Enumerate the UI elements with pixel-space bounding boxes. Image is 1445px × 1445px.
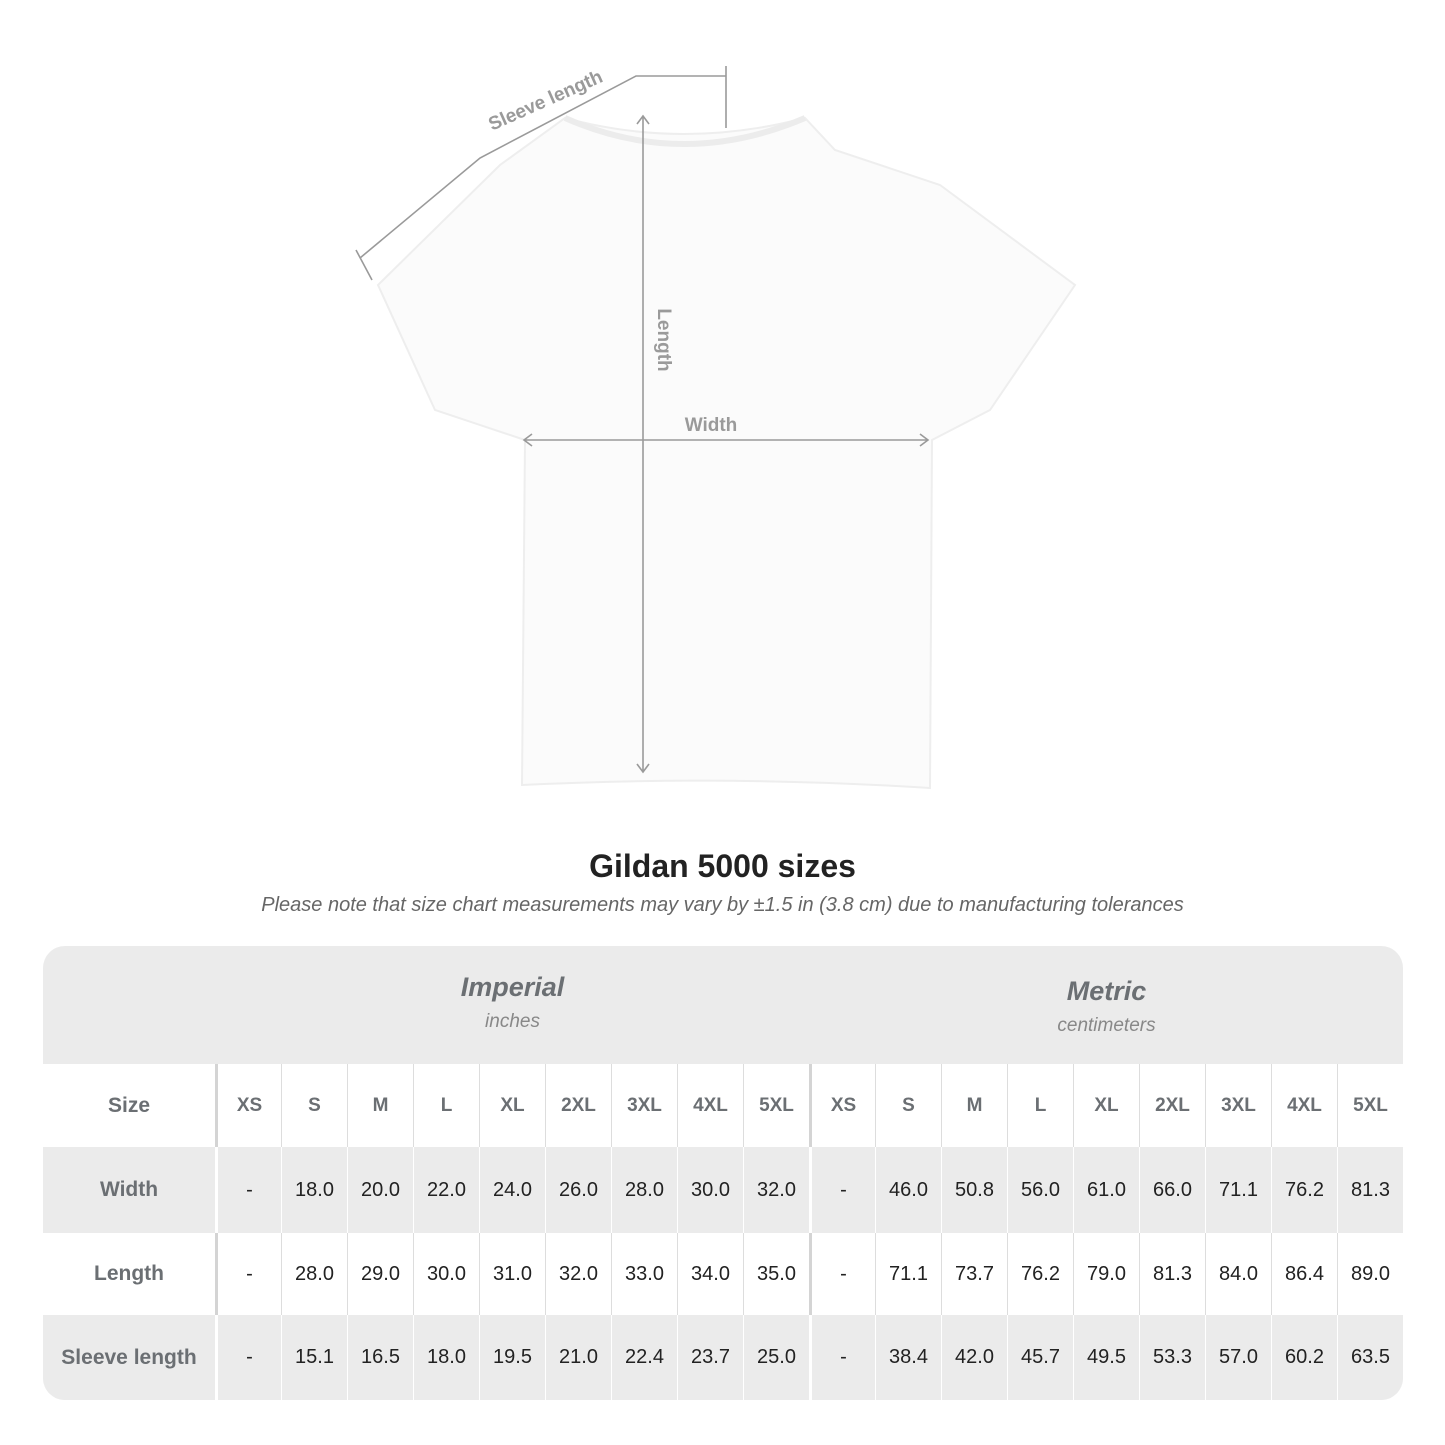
metric-value-cell: 38.4 (875, 1315, 941, 1400)
imperial-size-header: 3XL (611, 1064, 677, 1147)
metric-value-cell: 50.8 (941, 1147, 1007, 1233)
metric-value-cell: 73.7 (941, 1233, 1007, 1315)
metric-value-cell: 45.7 (1007, 1315, 1073, 1400)
metric-value-cell: 89.0 (1337, 1233, 1403, 1315)
imperial-value-cell: 29.0 (347, 1233, 413, 1315)
sleeve-length-line (355, 66, 727, 281)
length-label: Length (653, 308, 674, 371)
imperial-value-cell: 15.1 (281, 1315, 347, 1400)
metric-size-header: S (875, 1064, 941, 1147)
metric-size-header: 2XL (1139, 1064, 1205, 1147)
metric-value-cell: 53.3 (1139, 1315, 1205, 1400)
metric-value-cell: 61.0 (1073, 1147, 1139, 1233)
metric-value-cell: 66.0 (1139, 1147, 1205, 1233)
imperial-value-cell: 32.0 (743, 1147, 809, 1233)
metric-value-cell: 71.1 (875, 1233, 941, 1315)
imperial-value-cell: 35.0 (743, 1233, 809, 1315)
tshirt-diagram: Sleeve length Length Width (355, 66, 1077, 790)
table-row: Length -28.0 29.0 30.0 31.0 32.0 33.0 34.0 35.0-… (43, 1233, 1403, 1315)
imperial-value-cell: 32.0 (545, 1233, 611, 1315)
imperial-size-header: 5XL (743, 1064, 809, 1147)
width-label: Width (685, 415, 738, 436)
page-title: Gildan 5000 sizes (589, 848, 856, 884)
metric-value-cell: 81.3 (1139, 1233, 1205, 1315)
imperial-value-cell: - (215, 1233, 281, 1315)
tolerance-note: Please note that size chart measurements… (261, 894, 1184, 916)
imperial-value-cell: 19.5 (479, 1315, 545, 1400)
metric-size-header: 4XL (1271, 1064, 1337, 1147)
metric-value-cell: 71.1 (1205, 1147, 1271, 1233)
metric-size-header: XL (1073, 1064, 1139, 1147)
width-line (522, 433, 930, 447)
imperial-value-cell: 31.0 (479, 1233, 545, 1315)
imperial-value-cell: 30.0 (413, 1233, 479, 1315)
metric-value-cell: - (809, 1147, 875, 1233)
imperial-value-cell: - (215, 1315, 281, 1400)
imperial-size-header: M (347, 1064, 413, 1147)
metric-header: Metric centimeters (810, 946, 1403, 1064)
imperial-value-cell: 16.5 (347, 1315, 413, 1400)
metric-value-cell: 42.0 (941, 1315, 1007, 1400)
metric-value-cell: 60.2 (1271, 1315, 1337, 1400)
row-label: Length (94, 1262, 164, 1285)
imperial-value-cell: 25.0 (743, 1315, 809, 1400)
size-table: Imperial inches Metric centimeters Size X… (43, 946, 1403, 1400)
imperial-value-cell: 20.0 (347, 1147, 413, 1233)
tshirt-image (376, 116, 1077, 790)
metric-value-cell: - (809, 1315, 875, 1400)
metric-value-cell: 46.0 (875, 1147, 941, 1233)
metric-value-cell: 49.5 (1073, 1315, 1139, 1400)
length-line (636, 114, 650, 774)
metric-value-cell: 57.0 (1205, 1315, 1271, 1400)
imperial-header: Imperial inches (215, 946, 810, 1064)
metric-unit: centimeters (1057, 1015, 1156, 1036)
imperial-value-cell: 22.0 (413, 1147, 479, 1233)
imperial-value-cell: 23.7 (677, 1315, 743, 1400)
imperial-value-cell: 22.4 (611, 1315, 677, 1400)
imperial-value-cell: 28.0 (611, 1147, 677, 1233)
imperial-value-cell: 18.0 (281, 1147, 347, 1233)
imperial-value-cell: 26.0 (545, 1147, 611, 1233)
imperial-value-cell: 34.0 (677, 1233, 743, 1315)
imperial-size-header: XL (479, 1064, 545, 1147)
imperial-unit: inches (485, 1011, 540, 1032)
metric-size-header: XS (809, 1064, 875, 1147)
imperial-value-cell: 28.0 (281, 1233, 347, 1315)
row-label: Size (107, 1093, 151, 1117)
table-row: Width -18.0 20.0 22.0 24.0 26.0 28.0 30.0 32.0-4… (43, 1147, 1403, 1233)
imperial-value-cell: 30.0 (677, 1147, 743, 1233)
metric-title: Metric (1066, 976, 1147, 1006)
metric-value-cell: - (809, 1233, 875, 1315)
row-label: Width (99, 1178, 159, 1201)
imperial-value-cell: 21.0 (545, 1315, 611, 1400)
imperial-title: Imperial (460, 972, 565, 1002)
metric-value-cell: 76.2 (1007, 1233, 1073, 1315)
imperial-size-header: XS (215, 1064, 281, 1147)
imperial-size-header: 4XL (677, 1064, 743, 1147)
imperial-value-cell: 18.0 (413, 1315, 479, 1400)
imperial-value-cell: 33.0 (611, 1233, 677, 1315)
imperial-size-header: L (413, 1064, 479, 1147)
metric-size-header: 3XL (1205, 1064, 1271, 1147)
table-row: Sleeve length -15.1 16.5 18.0 19.5 21.0 22.4 23… (43, 1315, 1403, 1400)
metric-value-cell: 56.0 (1007, 1147, 1073, 1233)
metric-value-cell: 86.4 (1271, 1233, 1337, 1315)
metric-value-cell: 84.0 (1205, 1233, 1271, 1315)
collar (563, 115, 807, 147)
imperial-value-cell: 24.0 (479, 1147, 545, 1233)
metric-value-cell: 81.3 (1337, 1147, 1403, 1233)
header-row: Size XS S M L XL 2XL 3XL 4XL 5XL XS S M L XL 2XL 3XL 4XL 5… (43, 1064, 1403, 1147)
row-label: Sleeve length (61, 1345, 197, 1369)
imperial-value-cell: - (215, 1147, 281, 1233)
measure-lines (355, 66, 930, 774)
metric-size-header: 5XL (1337, 1064, 1403, 1147)
metric-value-cell: 79.0 (1073, 1233, 1139, 1315)
metric-size-header: M (941, 1064, 1007, 1147)
imperial-size-header: S (281, 1064, 347, 1147)
metric-value-cell: 63.5 (1337, 1315, 1403, 1400)
metric-size-header: L (1007, 1064, 1073, 1147)
imperial-size-header: 2XL (545, 1064, 611, 1147)
metric-value-cell: 76.2 (1271, 1147, 1337, 1233)
